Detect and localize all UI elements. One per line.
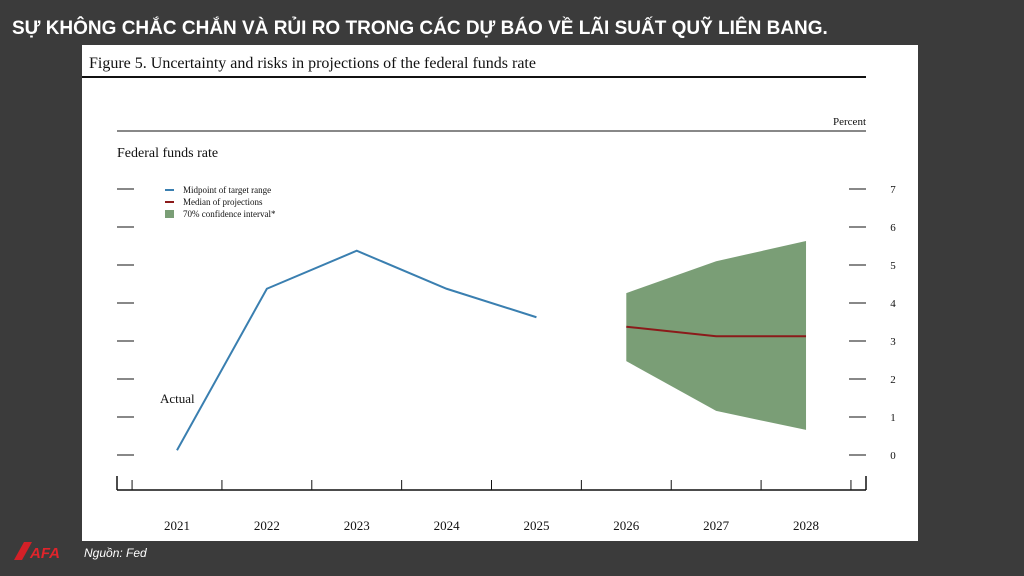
x-tick-label: 2028 (793, 518, 819, 533)
y-tick-label: 3 (890, 336, 896, 348)
x-tick-label: 2025 (523, 518, 549, 533)
x-tick-label: 2027 (703, 518, 730, 533)
x-tick-label: 2026 (613, 518, 640, 533)
legend-label: 70% confidence interval* (183, 209, 276, 219)
legend-swatch (165, 210, 174, 218)
legend-label: Median of projections (183, 197, 263, 207)
logo-text: AFA (29, 545, 60, 562)
x-tick-label: 2022 (254, 518, 280, 533)
x-tick-label: 2024 (434, 518, 461, 533)
source-note: Nguồn: Fed (84, 546, 147, 560)
x-tick-label: 2023 (344, 518, 370, 533)
legend-label: Midpoint of target range (183, 185, 271, 195)
series-line (626, 325, 807, 338)
logo: AFA (14, 542, 60, 562)
annotation: Actual (160, 391, 195, 406)
y-tick-label: 2 (890, 374, 896, 386)
y-tick-label: 7 (890, 184, 896, 196)
y-tick-label: 5 (890, 260, 896, 272)
x-tick-label: 2021 (164, 518, 190, 533)
y-tick-label: 4 (890, 298, 896, 310)
series-line (176, 249, 537, 451)
chart-title: Figure 5. Uncertainty and risks in proje… (89, 55, 536, 72)
y-tick-label: 0 (890, 450, 896, 462)
chart-subtitle: Federal funds rate (117, 146, 218, 161)
logo-mark (14, 542, 32, 560)
y-tick-label: 6 (890, 222, 896, 234)
y-axis-label: Percent (833, 116, 866, 128)
y-tick-label: 1 (890, 412, 896, 424)
slide-title: SỰ KHÔNG CHẮC CHẮN VÀ RỦI RO TRONG CÁC D… (12, 17, 828, 39)
